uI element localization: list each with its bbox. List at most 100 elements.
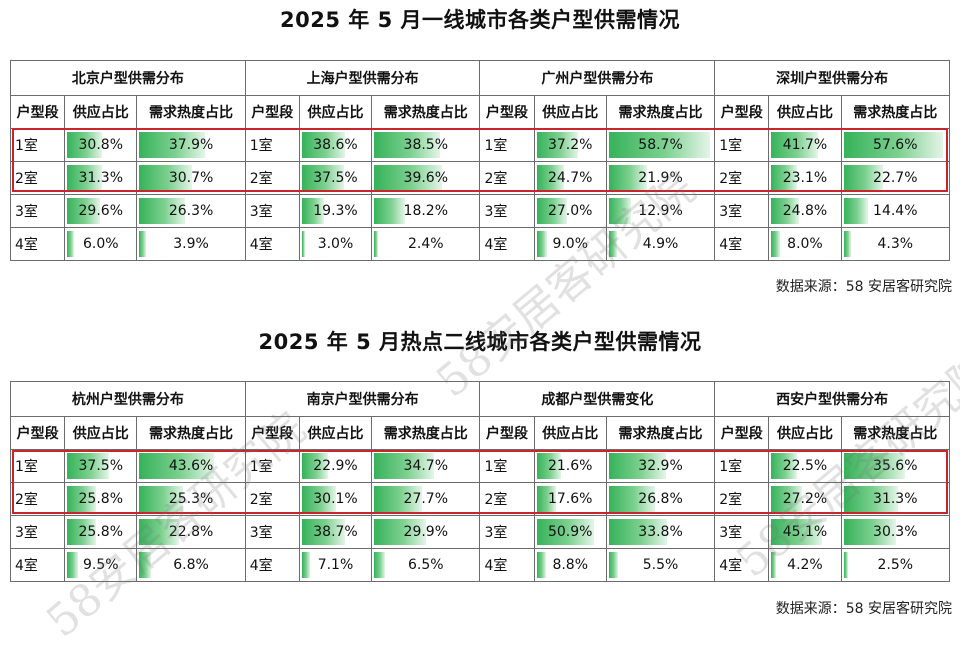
demand-data-bar: [608, 552, 619, 578]
demand-cell-content: 27.7%: [373, 484, 479, 515]
supply-value-label: 8.0%: [787, 236, 823, 252]
supply-value-label: 23.1%: [782, 170, 828, 186]
column-header: 供应占比: [533, 95, 607, 129]
column-header: 供应占比: [64, 416, 138, 450]
demand-value-label: 14.4%: [873, 203, 918, 219]
demand-data-bar: [843, 132, 943, 158]
column-header: 户型段: [479, 416, 535, 450]
demand-cell: 37.9%: [136, 128, 246, 162]
demand-cell-content: 3.9%: [138, 229, 244, 260]
demand-cell: 32.9%: [605, 449, 716, 483]
demand-cell: 4.9%: [605, 227, 716, 261]
table-row: 2室 31.3% 30.7% 2室 37.5% 39.6% 2室 24.7% 21.9% 2室 23…: [9, 161, 951, 195]
demand-cell-content: 12.9%: [607, 196, 713, 227]
demand-value-label: 26.3%: [168, 203, 214, 219]
supply-cell-content: 19.3%: [300, 196, 370, 227]
demand-cell: 22.8%: [136, 515, 246, 549]
supply-cell-content: 50.9%: [535, 517, 605, 548]
supply-value-label: 38.7%: [313, 524, 358, 540]
demand-data-bar: [843, 486, 898, 512]
demand-value-label: 2.4%: [408, 236, 444, 252]
demand-cell: 35.6%: [840, 449, 951, 483]
demand-value-label: 27.7%: [403, 491, 449, 507]
demand-value-label: 34.7%: [403, 458, 449, 474]
supply-cell-content: 30.8%: [66, 130, 136, 161]
supply-data-bar: [771, 231, 781, 257]
supply-value-label: 29.6%: [78, 203, 123, 219]
demand-value-label: 37.9%: [168, 137, 214, 153]
room-type-label: 2室: [9, 161, 66, 195]
supply-cell-content: 23.1%: [770, 163, 840, 194]
demand-value-label: 21.9%: [638, 170, 683, 186]
supply-value-label: 31.3%: [78, 170, 123, 186]
supply-data-bar: [67, 486, 97, 512]
column-header: 需求热度占比: [136, 416, 246, 450]
room-type-label: 1室: [479, 449, 535, 483]
demand-cell-content: 35.6%: [842, 451, 948, 482]
supply-data-bar: [67, 165, 103, 191]
supply-cell: 37.2%: [533, 128, 607, 162]
demand-cell-content: 39.6%: [373, 163, 479, 194]
chart-title-tier1: 2025 年 5 月一线城市各类户型供需情况: [280, 8, 680, 32]
supply-value-label: 22.5%: [782, 458, 828, 474]
tier1-table: 北京户型供需分布 上海户型供需分布 广州户型供需分布 深圳户型供需分布 户型段 供应占比需…: [9, 60, 951, 261]
supply-data-bar: [301, 552, 310, 578]
supply-value-label: 17.6%: [547, 491, 593, 507]
demand-value-label: 30.3%: [873, 524, 918, 540]
supply-cell: 4.2%: [768, 548, 842, 582]
column-header: 供应占比: [768, 416, 842, 450]
column-header: 需求热度占比: [371, 95, 481, 129]
column-header: 需求热度占比: [136, 95, 246, 129]
supply-data-bar: [67, 552, 78, 578]
table-row: 4室 9.5% 6.8% 4室 7.1% 6.5% 4室 8.8% 5.5% 4室 4.2% 2.5%: [9, 548, 951, 582]
supply-cell: 8.8%: [533, 548, 607, 582]
supply-cell-content: 38.6%: [300, 130, 370, 161]
supply-data-bar: [771, 198, 800, 224]
room-type-label: 4室: [714, 227, 770, 261]
supply-cell-content: 24.7%: [535, 163, 605, 194]
supply-cell: 27.2%: [768, 482, 842, 516]
supply-cell-content: 25.8%: [66, 517, 136, 548]
column-header: 户型段: [714, 416, 770, 450]
supply-cell: 25.8%: [64, 482, 138, 516]
demand-cell-content: 5.5%: [607, 550, 713, 581]
column-header: 需求热度占比: [605, 95, 716, 129]
supply-cell: 6.0%: [64, 227, 138, 261]
demand-cell: 18.2%: [371, 194, 481, 228]
supply-cell: 22.5%: [768, 449, 842, 483]
room-type-label: 3室: [479, 515, 535, 549]
supply-cell-content: 17.6%: [535, 484, 605, 515]
demand-value-label: 25.3%: [168, 491, 214, 507]
room-type-label: 4室: [9, 548, 66, 582]
supply-cell: 41.7%: [768, 128, 842, 162]
supply-cell: 38.6%: [298, 128, 373, 162]
supply-cell-content: 24.8%: [770, 196, 840, 227]
demand-cell: 30.3%: [840, 515, 951, 549]
demand-value-label: 29.9%: [403, 524, 449, 540]
room-type-label: 3室: [714, 515, 770, 549]
room-type-label: 1室: [479, 128, 535, 162]
demand-data-bar: [843, 165, 883, 191]
column-header: 户型段: [9, 416, 66, 450]
supply-value-label: 27.0%: [547, 203, 593, 219]
room-type-label: 4室: [479, 227, 535, 261]
supply-cell: 24.8%: [768, 194, 842, 228]
supply-value-label: 25.8%: [78, 524, 123, 540]
demand-cell-content: 30.7%: [138, 163, 244, 194]
demand-data-bar: [608, 165, 647, 191]
room-type-label: 1室: [9, 449, 66, 483]
demand-data-bar: [139, 453, 215, 479]
supply-cell-content: 3.0%: [300, 229, 370, 260]
demand-cell: 29.9%: [371, 515, 481, 549]
demand-cell: 12.9%: [605, 194, 716, 228]
tier2-table: 杭州户型供需分布 南京户型供需分布 成都户型供需变化 西安户型供需分布 户型段 供应占比需…: [9, 381, 951, 582]
table-row: 1室 30.8% 37.9% 1室 38.6% 38.5% 1室 37.2% 58.7% 1室 41…: [9, 128, 951, 162]
table-row: 2室 25.8% 25.3% 2室 30.1% 27.7% 2室 17.6% 26.8% 2室 27…: [9, 482, 951, 516]
supply-value-label: 6.0%: [82, 236, 119, 252]
supply-data-bar: [301, 486, 336, 512]
column-header-row: 户型段 供应占比 需求热度占比 户型段 供应占比 需求热度占比 户型段 供应占比 需求热度占比户…: [9, 416, 951, 450]
supply-cell: 7.1%: [298, 548, 373, 582]
supply-cell: 19.3%: [298, 194, 373, 228]
demand-cell-content: 34.7%: [373, 451, 479, 482]
demand-data-bar: [608, 453, 666, 479]
